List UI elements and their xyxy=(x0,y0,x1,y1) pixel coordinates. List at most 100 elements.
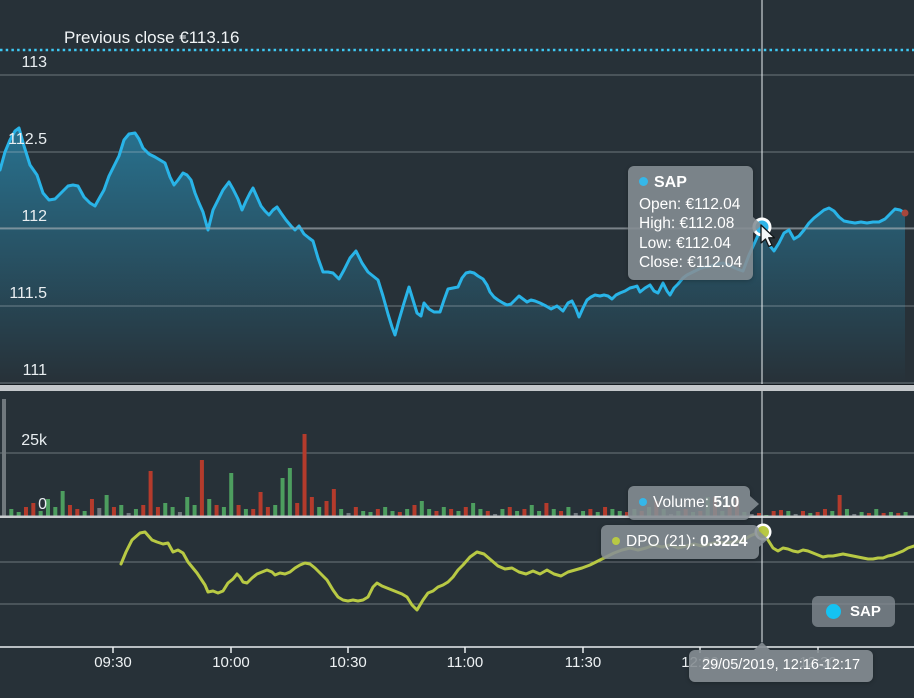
volume-bar xyxy=(456,511,461,517)
tooltip-series-title: SAP xyxy=(639,173,742,193)
tooltip-open-row: Open: €112.04 xyxy=(639,195,741,213)
volume-bar xyxy=(133,509,138,517)
volume-bar xyxy=(82,511,87,517)
volume-bar xyxy=(529,505,534,517)
volume-bar xyxy=(236,505,241,517)
volume-bar xyxy=(478,509,483,517)
tooltip-arrow-icon xyxy=(753,217,763,233)
volume-bar xyxy=(251,509,256,517)
legend-item-sap[interactable]: SAP xyxy=(812,596,895,627)
volume-bar xyxy=(610,509,615,517)
volume-bar xyxy=(317,507,322,517)
volume-bar xyxy=(427,509,432,517)
volume-bar xyxy=(595,512,600,517)
volume-bar xyxy=(295,503,300,517)
pane-resize-handle[interactable] xyxy=(0,384,914,391)
volume-bar xyxy=(45,499,50,517)
volume-bar xyxy=(258,492,263,517)
volume-bar xyxy=(874,509,879,517)
volume-bar xyxy=(859,512,864,517)
volume-bar xyxy=(273,505,278,517)
volume-bar xyxy=(537,511,542,517)
volume-bar xyxy=(559,511,564,517)
volume-bar xyxy=(830,511,835,517)
volume-bar xyxy=(214,505,219,517)
volume-bar xyxy=(9,509,14,517)
volume-bar xyxy=(866,513,871,517)
x-axis-label: 09:30 xyxy=(94,654,132,671)
volume-bar xyxy=(778,510,783,517)
volume-bar xyxy=(53,507,58,517)
y-axis-label: 0 xyxy=(38,496,47,513)
tooltip-low-row: Low: €112.04 xyxy=(639,234,731,252)
volume-bar xyxy=(471,503,476,517)
volume-bar xyxy=(38,511,43,517)
volume-bar xyxy=(625,512,630,517)
y-axis-label: 113 xyxy=(21,54,47,71)
y-axis-label: 112.5 xyxy=(8,131,47,148)
x-axis-label: 10:30 xyxy=(329,654,367,671)
volume-bar xyxy=(89,499,94,517)
x-axis-label: 11:30 xyxy=(564,654,602,671)
volume-bar xyxy=(207,499,212,517)
volume-bar xyxy=(23,507,28,517)
volume-bar xyxy=(617,511,622,517)
volume-bar xyxy=(368,512,373,517)
volume-bar xyxy=(771,511,776,517)
y-axis-label: 111.5 xyxy=(9,285,47,302)
volume-bar xyxy=(119,505,124,517)
volume-bar xyxy=(837,495,842,517)
dpo-tooltip: DPO (21): 0.3224 xyxy=(601,525,768,559)
series-bullet-icon xyxy=(639,498,647,506)
volume-bar xyxy=(844,509,849,517)
volume-bar xyxy=(515,511,520,517)
volume-bar xyxy=(280,478,285,517)
volume-bar xyxy=(148,471,153,517)
volume-bar xyxy=(522,509,527,517)
volume-bar xyxy=(808,513,813,517)
volume-bar xyxy=(199,460,204,517)
volume-bar xyxy=(544,503,549,517)
volume-bar xyxy=(588,509,593,517)
volume-bar xyxy=(75,509,80,517)
volume-bar xyxy=(551,509,556,517)
volume-bar xyxy=(97,508,102,517)
volume-bar xyxy=(67,505,72,517)
volume-bar xyxy=(229,473,234,517)
dpo-line xyxy=(119,530,914,612)
volume-bar xyxy=(361,511,366,517)
volume-bar xyxy=(287,468,292,517)
volume-bar xyxy=(163,503,168,517)
volume-bar xyxy=(2,399,6,517)
volume-bar xyxy=(573,513,578,517)
volume-bar xyxy=(221,507,226,517)
volume-bar xyxy=(756,513,761,517)
volume-bar xyxy=(603,507,608,517)
volume-bar xyxy=(177,512,182,517)
previous-close-label: Previous close €113.16 xyxy=(64,28,240,47)
volume-bar xyxy=(485,511,490,517)
volume-bar xyxy=(903,512,908,517)
volume-bar xyxy=(265,507,270,517)
x-axis-label: 11:00 xyxy=(446,654,484,671)
volume-tooltip: Volume: 510 xyxy=(628,486,760,520)
volume-bar xyxy=(397,512,402,517)
datetime-tooltip: 29/05/2019, 12:16-12:17 xyxy=(689,642,874,682)
volume-bar xyxy=(324,501,329,517)
volume-bar xyxy=(815,512,820,517)
volume-bar xyxy=(566,507,571,517)
y-axis-label: 25k xyxy=(21,432,47,449)
volume-bar xyxy=(375,509,380,517)
volume-bar xyxy=(339,509,344,517)
volume-bar xyxy=(800,511,805,517)
volume-bar xyxy=(141,505,146,517)
volume-bar xyxy=(170,507,175,517)
ohlc-tooltip: SAP Open: €112.04 High: €112.08 Low: €11… xyxy=(628,166,763,280)
volume-bar xyxy=(449,509,454,517)
volume-bar xyxy=(60,491,65,517)
volume-bar xyxy=(155,507,160,517)
volume-bar xyxy=(185,497,190,517)
volume-bar xyxy=(507,507,512,517)
